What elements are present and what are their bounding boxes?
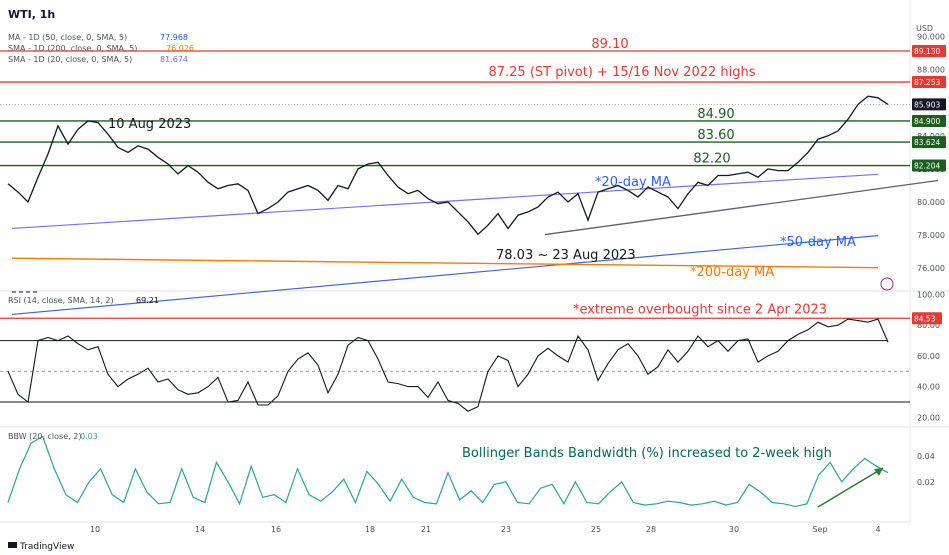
trendline xyxy=(544,179,939,236)
rsi-pane: 100.00 80.00 60.00 40.00 20.00 84.53 *extreme … xyxy=(0,291,945,422)
annotation-sma20: *20-day MA xyxy=(595,175,671,190)
level-tag-label: 84.900 xyxy=(914,117,940,126)
time-tick-label: 16 xyxy=(271,525,281,534)
bbw-legend-value: 0.03 xyxy=(80,432,98,441)
ma50-legend-value: 77.968 xyxy=(160,33,188,42)
level-tag xyxy=(912,136,946,149)
sma20-legend-value: 81.674 xyxy=(160,55,188,64)
tradingview-logo: TradingView xyxy=(8,542,74,552)
rsi-tick-label: 100.00 xyxy=(917,291,945,300)
alert-icon xyxy=(880,277,894,291)
last-price-tag xyxy=(912,98,946,111)
sma200-legend-value: 76.026 xyxy=(166,44,194,53)
bbw-tick-label: 0.04 xyxy=(917,452,935,461)
price-tick-label: 90.000 xyxy=(917,33,945,42)
time-tick-label: 28 xyxy=(646,525,656,534)
time-tick-label: 18 xyxy=(365,525,375,534)
last-price-tag-label: 85.903 xyxy=(914,100,940,109)
time-axis: 10 14 16 18 21 23 25 28 30 Sep 4 xyxy=(90,525,881,534)
price-tick-label: 78.000 xyxy=(917,231,945,240)
level-tag xyxy=(912,76,946,89)
annotation-aug-high: 10 Aug 2023 xyxy=(108,117,191,132)
level-label-87: 87.25 (ST pivot) + 15/16 Nov 2022 highs xyxy=(488,65,755,80)
sma20-line xyxy=(11,173,879,230)
time-tick-label: 21 xyxy=(421,525,431,534)
annotation-rsi: *extreme overbought since 2 Apr 2023 xyxy=(573,302,827,317)
annotation-ma50: *50-day MA xyxy=(780,235,856,250)
time-tick-label: Sep xyxy=(812,525,827,534)
bbw-arrow xyxy=(817,467,884,508)
annotation-sma200: *200-day MA xyxy=(690,265,774,280)
bbw-pane: 0.04 0.02 Bollinger Bands Bandwidth (%) in… xyxy=(7,435,935,508)
time-tick-label: 30 xyxy=(729,525,739,534)
level-tag xyxy=(912,45,946,58)
sma20-legend: SMA - 1D (20, close, 0, SMA, 5) xyxy=(8,55,132,64)
rsi-tick-label: 80.00 xyxy=(917,321,940,330)
rsi-legend: RSI (14, close, SMA, 14, 2) xyxy=(8,296,114,305)
time-tick-label: 10 xyxy=(90,525,100,534)
price-line xyxy=(7,95,889,236)
annotation-aug-low: 78.03 ~ 23 Aug 2023 xyxy=(496,248,636,263)
tradingview-logo-icon xyxy=(8,542,17,548)
level-tag-label: 89.130 xyxy=(914,47,940,56)
brand-label: TradingView xyxy=(19,542,74,552)
annotation-bbw: Bollinger Bands Bandwidth (%) increased … xyxy=(462,446,832,461)
symbol-title: WTI, 1h xyxy=(8,8,55,21)
rsi-legend-value: 69.21 xyxy=(136,296,159,305)
price-pane: 90.00088.00086.00084.00082.00080.00078.0… xyxy=(0,33,946,316)
rsi-tick-label: 60.00 xyxy=(917,352,940,361)
time-tick-label: 14 xyxy=(195,525,205,534)
level-label-83: 83.60 xyxy=(697,128,734,143)
level-tag xyxy=(912,114,946,127)
sma200-line xyxy=(11,257,879,269)
level-tag-label: 82.204 xyxy=(914,162,940,171)
bbw-tick-label: 0.02 xyxy=(917,478,935,487)
level-label-89: 89.10 xyxy=(591,37,628,52)
price-tick-label: 76.000 xyxy=(917,264,945,273)
ma50-legend: MA - 1D (50, close, 0, SMA, 5) xyxy=(8,33,127,42)
time-tick-label: 25 xyxy=(591,525,601,534)
time-tick-label: 23 xyxy=(501,525,511,534)
price-tick-label: 88.000 xyxy=(917,66,945,75)
level-tag-label: 87.253 xyxy=(914,78,940,87)
time-tick-label: 4 xyxy=(875,525,880,534)
level-label-82: 82.20 xyxy=(693,152,730,167)
bbw-line xyxy=(7,435,889,508)
bbw-arrowhead xyxy=(874,468,883,476)
rsi-line xyxy=(7,318,889,412)
rsi-extreme-tag xyxy=(912,312,942,325)
level-tag xyxy=(912,159,946,172)
currency-label: USD xyxy=(916,24,933,33)
chart-frame xyxy=(0,0,949,523)
rsi-tick-label: 20.00 xyxy=(917,413,940,422)
level-tag-label: 83.624 xyxy=(914,138,940,147)
bbw-legend: BBW (20, close, 2) xyxy=(8,432,81,441)
rsi-tick-label: 40.00 xyxy=(917,383,940,392)
sma200-legend: SMA - 1D (200, close, 0, SMA, 5) xyxy=(8,44,137,53)
rsi-extreme-tag-label: 84.53 xyxy=(914,314,936,323)
indicator-legend: MA - 1D (50, close, 0, SMA, 5) 77.968 SM… xyxy=(8,33,194,64)
price-tick-label: 80.000 xyxy=(917,198,945,207)
level-label-84: 84.90 xyxy=(697,107,734,122)
ma50-line xyxy=(11,235,879,316)
